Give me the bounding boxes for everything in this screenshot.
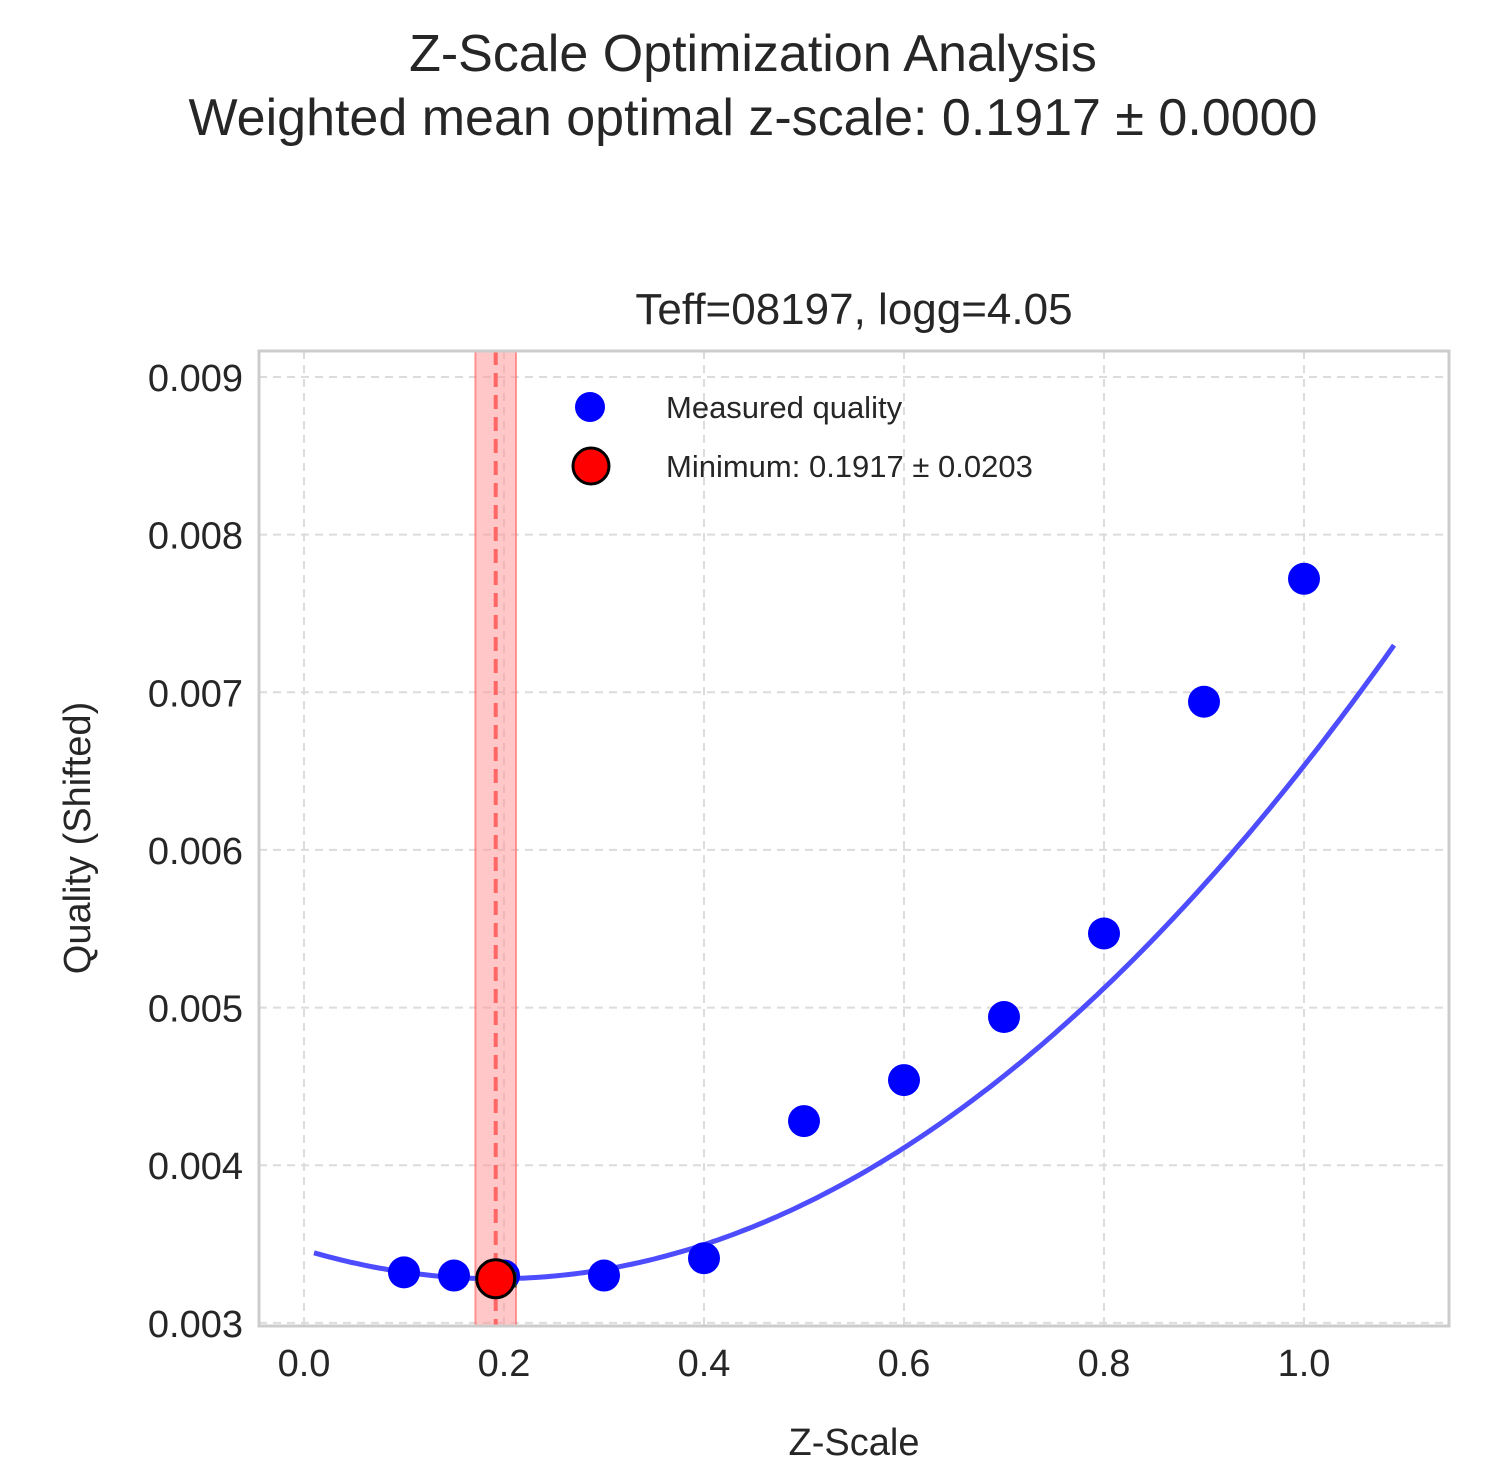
legend-minimum-marker [571, 446, 611, 486]
measured-point [988, 1001, 1020, 1034]
y-tick-label: 0.005 [148, 989, 243, 1031]
x-tick-label: 0.8 [1078, 1343, 1131, 1385]
x-tick-label: 0.2 [478, 1343, 531, 1385]
y-tick-label: 0.003 [148, 1304, 243, 1346]
x-axis-label: Z-Scale [789, 1422, 920, 1464]
measured-point [388, 1256, 420, 1289]
legend-measured-label: Measured quality [666, 390, 903, 425]
y-tick-label: 0.009 [148, 358, 243, 400]
measured-point [1188, 685, 1220, 718]
measured-point [688, 1242, 720, 1275]
measured-point [1288, 562, 1320, 595]
axes-title: Teff=08197, logg=4.05 [635, 285, 1072, 334]
measured-point [1088, 917, 1120, 950]
legend-measured-marker [575, 392, 605, 422]
y-tick-label: 0.006 [148, 831, 243, 873]
figure-title-line-1: Z-Scale Optimization Analysis [409, 25, 1097, 83]
y-tick-label: 0.007 [148, 673, 243, 715]
x-tick-label: 0.4 [678, 1343, 731, 1385]
y-axis-label: Quality (Shifted) [57, 702, 99, 974]
x-tick-label: 1.0 [1278, 1343, 1331, 1385]
figure-title: Z-Scale Optimization Analysis Weighted m… [0, 22, 1506, 150]
legend-minimum-label: Minimum: 0.1917 ± 0.0203 [666, 449, 1033, 484]
minimum-point [475, 1258, 517, 1300]
legend: Measured quality Minimum: 0.1917 ± 0.020… [571, 390, 1033, 486]
plot-area: 0.0 0.2 0.4 0.6 0.8 1.0 0.003 0.004 0.005 0.006 0.… [148, 349, 1451, 1385]
measured-point [438, 1259, 470, 1292]
measured-point [888, 1064, 920, 1097]
figure-title-line-2: Weighted mean optimal z-scale: 0.1917 ± … [188, 89, 1318, 147]
x-tick-label: 0.6 [878, 1343, 931, 1385]
axes-frame [257, 349, 1451, 1328]
x-tick-label: 0.0 [278, 1343, 331, 1385]
y-tick-label: 0.008 [148, 516, 243, 558]
y-tick-label: 0.004 [148, 1146, 243, 1188]
measured-point [588, 1259, 620, 1292]
measured-point [788, 1105, 820, 1138]
